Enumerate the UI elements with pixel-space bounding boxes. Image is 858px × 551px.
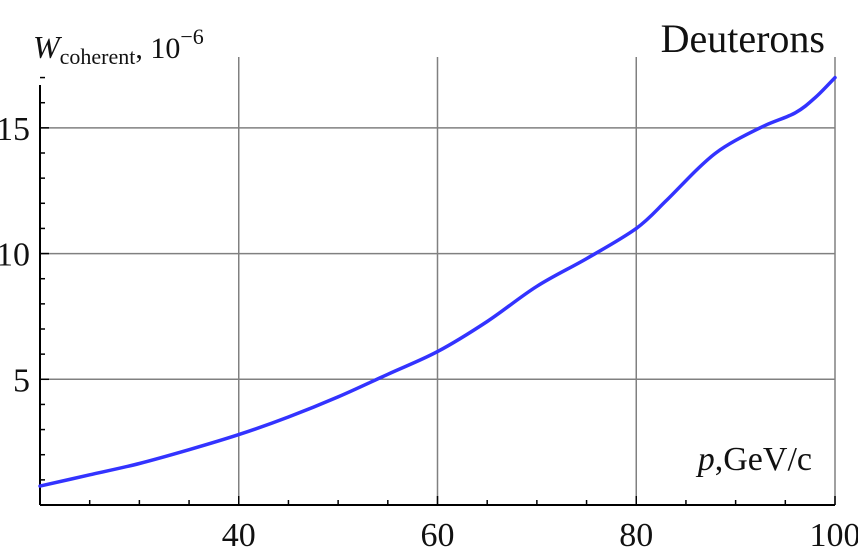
series-layer: [38, 75, 837, 488]
grid: [40, 57, 836, 505]
x-axis-label-unit: ,GeV/c: [715, 441, 812, 478]
y-axis-label-unit: , 10: [135, 32, 180, 65]
y-axis-label-symbol: W: [33, 29, 63, 65]
x-axis-label-symbol: p: [696, 441, 715, 478]
y-tick-label: 15: [0, 111, 30, 148]
series-line: [38, 75, 837, 488]
x-tick-label: 80: [619, 517, 653, 551]
chart-title: Deuterons: [661, 16, 825, 61]
y-tick-label: 10: [0, 237, 30, 274]
y-tick-label: 5: [13, 362, 30, 399]
x-tick-label: 100: [810, 517, 858, 551]
x-tick-label: 40: [222, 517, 256, 551]
tick-labels: 40 60 80 100 5 10 15: [0, 111, 858, 551]
y-axis-label-subscript: coherent: [60, 44, 136, 69]
y-axis-label: Wcoherent, 10−6: [33, 24, 204, 69]
x-tick-label: 60: [421, 517, 455, 551]
y-axis-label-exponent: −6: [180, 24, 203, 49]
x-axis-label: p,GeV/c: [696, 441, 812, 478]
axes: [39, 76, 836, 506]
